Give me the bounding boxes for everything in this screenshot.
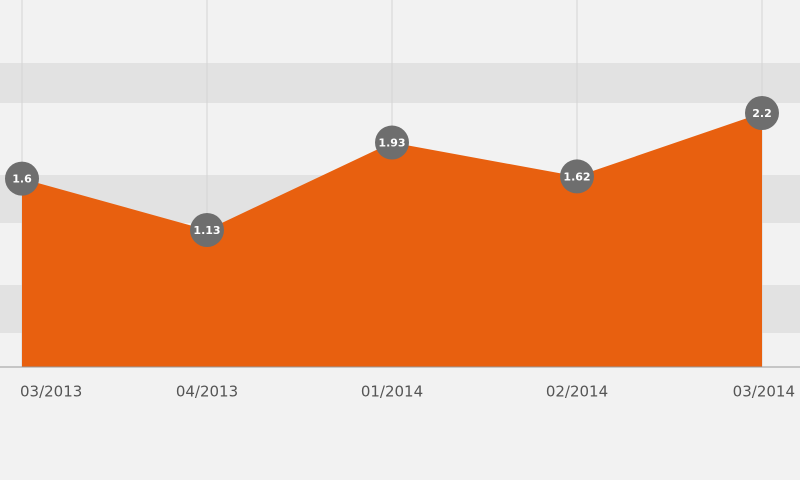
value-label: 2.2 [752,107,772,120]
x-tick-label: 03/2014 [733,383,795,401]
marker [190,213,224,247]
x-tick-label: 03/2013 [20,383,82,401]
x-tick-label: 04/2013 [176,383,238,401]
value-label: 1.62 [563,170,590,183]
marker [375,125,409,160]
marker [5,161,39,196]
x-tick-label: 01/2014 [361,383,423,401]
x-tick-label: 02/2014 [546,383,608,401]
marker [560,159,594,194]
band [0,63,800,103]
marker [745,96,779,130]
value-label: 1.93 [378,137,405,150]
value-label: 1.6 [12,173,32,186]
value-label: 1.13 [193,224,220,237]
